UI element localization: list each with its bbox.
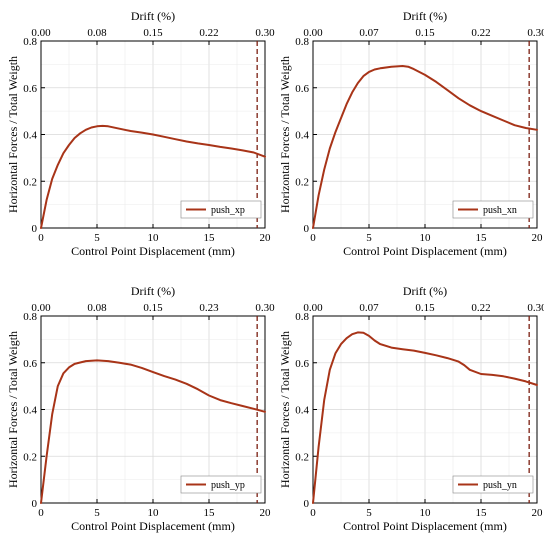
series-line-push_yn [312,331,538,504]
x2-tick-label: 0.22 [199,27,218,39]
y-tick-label: 0.6 [295,83,309,95]
x2-tick-label: 0.08 [87,302,107,314]
x2-tick-label: 0.15 [143,302,163,314]
x-tick-label: 15 [204,232,216,244]
legend-box [180,475,262,494]
y-axis-title: Horizontal Forces / Total Weigth [6,56,20,213]
drift-axis-title: Drift (%) [403,9,447,23]
x2-tick-label: 0.22 [471,302,490,314]
x2-tick-label: 0.08 [87,27,107,39]
x-tick-label: 15 [204,507,216,519]
x-tick-label: 20 [260,232,272,244]
y-tick-label: 0.2 [295,451,309,463]
chart-panel-3: 0 5 10 15 20 0.00 0.08 0.15 0.23 0.30 0 0.2 0.4 0.6 0.… [6,284,275,533]
x2-tick-label: 0.15 [415,302,435,314]
x-tick-label: 10 [148,232,160,244]
y-tick-label: 0.8 [295,311,309,323]
x-tick-label: 0 [310,507,316,519]
x-tick-label: 0 [310,232,316,244]
x-tick-label: 20 [532,507,544,519]
x-tick-label: 0 [38,232,44,244]
legend-box [452,475,534,494]
legend: push_xn [452,200,534,219]
x-tick-label: 10 [420,232,432,244]
drift-axis-title: Drift (%) [131,9,175,23]
x-tick-label: 0 [38,507,44,519]
chart-panel-1: 0 5 10 15 20 0.00 0.08 0.15 0.22 0.30 0 0.2 0.4 0.6 0.… [6,9,275,258]
legend-label: push_yp [211,480,245,491]
x-axis-title: Control Point Displacement (mm) [343,244,507,258]
y-axis-title: Horizontal Forces / Total Weigth [278,331,292,488]
x-tick-label: 5 [94,507,100,519]
x-tick-label: 5 [366,232,372,244]
y-tick-label: 0.4 [23,130,37,142]
x2-tick-label: 0.00 [303,27,323,39]
legend-box [452,200,534,219]
x-axis-title: Control Point Displacement (mm) [71,519,235,533]
x2-tick-label: 0.30 [527,302,544,314]
x2-tick-label: 0.30 [255,27,275,39]
series-line-push_xp [40,124,266,229]
x-tick-label: 20 [532,232,544,244]
x2-tick-label: 0.07 [359,302,379,314]
legend: push_xp [180,200,262,219]
x2-tick-label: 0.23 [199,302,219,314]
legend: push_yn [452,475,534,494]
y-tick-label: 0.8 [23,311,37,323]
x-tick-label: 15 [476,507,488,519]
x2-tick-label: 0.30 [527,27,544,39]
y-tick-label: 0.8 [23,36,37,48]
x2-tick-label: 0.22 [471,27,490,39]
drift-axis-title: Drift (%) [131,284,175,298]
y-tick-label: 0 [304,223,310,235]
y-axis-title: Horizontal Forces / Total Weigth [6,331,20,488]
chart-panel-4: 0 5 10 15 20 0.00 0.07 0.15 0.22 0.30 0 0.2 0.4 0.6 0.… [278,284,544,533]
legend-box [180,200,262,219]
x-tick-label: 20 [260,507,272,519]
x-tick-label: 5 [366,507,372,519]
x-axis-title: Control Point Displacement (mm) [71,244,235,258]
y-axis-title: Horizontal Forces / Total Weigth [278,56,292,213]
y-tick-label: 0.4 [295,130,309,142]
x-tick-label: 10 [148,507,160,519]
x-axis-title: Control Point Displacement (mm) [343,519,507,533]
drift-axis-title: Drift (%) [403,284,447,298]
y-tick-label: 0.2 [23,451,37,463]
legend-label: push_xp [211,205,245,216]
legend-label: push_yn [483,480,517,491]
y-tick-label: 0.6 [23,83,37,95]
y-tick-label: 0.6 [23,358,37,370]
y-tick-label: 0.6 [295,358,309,370]
series-line-push_yp [40,359,266,504]
x-tick-label: 10 [420,507,432,519]
x-tick-label: 5 [94,232,100,244]
legend-label: push_xn [483,205,517,216]
chart-panel-2: 0 5 10 15 20 0.00 0.07 0.15 0.22 0.30 0 0.2 0.4 0.6 0.… [278,9,544,258]
legend: push_yp [180,475,262,494]
y-tick-label: 0 [32,498,38,510]
x2-tick-label: 0.07 [359,27,379,39]
y-tick-label: 0 [304,498,310,510]
x2-tick-label: 0.30 [255,302,275,314]
y-tick-label: 0.2 [295,176,309,188]
y-tick-label: 0.2 [23,176,37,188]
x2-tick-label: 0.15 [415,27,435,39]
x-tick-label: 15 [476,232,488,244]
y-tick-label: 0 [32,223,38,235]
series-line-push_xn [312,65,538,229]
x2-tick-label: 0.00 [303,302,323,314]
x2-tick-label: 0.15 [143,27,163,39]
y-tick-label: 0.4 [23,405,37,417]
x2-tick-label: 0.00 [31,302,51,314]
y-tick-label: 0.4 [295,405,309,417]
x2-tick-label: 0.00 [31,27,51,39]
y-tick-label: 0.8 [295,36,309,48]
